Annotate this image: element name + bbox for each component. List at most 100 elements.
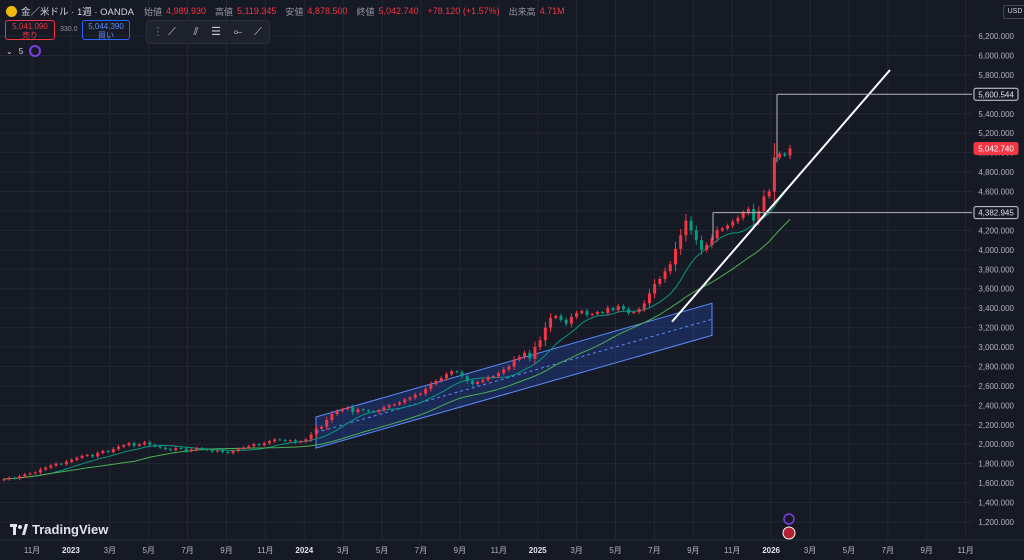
path-icon[interactable]: ⟋ [254, 26, 262, 38]
candle [288, 439, 292, 442]
candle [132, 441, 136, 448]
candle-body [621, 306, 625, 310]
candle [642, 300, 646, 313]
buy-label: 買い [98, 31, 114, 40]
candle-body [236, 449, 240, 452]
candle [335, 409, 339, 417]
candle-body [304, 439, 308, 442]
parallel-channel-icon[interactable]: ☰ [211, 26, 221, 38]
candle [772, 143, 776, 206]
buy-button[interactable]: 5,044.390 買い [82, 20, 130, 40]
candle-body [772, 157, 776, 192]
symbol-title[interactable]: 金／米ドル · 1週 · OANDA [21, 7, 134, 18]
candle-body [314, 428, 318, 435]
candle [460, 369, 464, 379]
candle [158, 444, 162, 450]
candle [85, 453, 89, 458]
candle-body [117, 446, 121, 450]
change-value: +78.120 (+1.57%) [427, 6, 500, 16]
event-marker-icon [783, 513, 795, 525]
candle-body [611, 308, 615, 311]
candle [299, 440, 303, 444]
candle-body [80, 455, 84, 458]
eye-icon[interactable] [29, 45, 42, 57]
candle [28, 472, 32, 476]
candle [143, 440, 147, 446]
candle-body [549, 317, 553, 328]
candle [351, 404, 355, 415]
x-tick-label: 11月 [257, 546, 273, 555]
indicator-count: 5 [18, 46, 24, 56]
x-tick-label: 7月 [882, 546, 894, 555]
candle [49, 464, 53, 470]
horizontal-ray-icon[interactable]: ⟜ [233, 26, 243, 38]
y-tick-label: 4,600.000 [978, 188, 1014, 197]
candle [148, 440, 152, 447]
y-tick-label: 5,800.000 [978, 71, 1014, 80]
candle-body [346, 407, 350, 410]
indicator-toggle[interactable]: ⌄ [6, 46, 13, 56]
currency-selector[interactable]: USD [1003, 5, 1024, 19]
candle [257, 443, 261, 447]
candle-body [2, 479, 6, 481]
drawing-toolbar: ⋮ ⟋ ⫽ ☰ ⟜ ⟋ [146, 20, 270, 44]
candle [429, 381, 433, 392]
close-label: 終値 [356, 6, 375, 17]
ray-icon[interactable]: ⫽ [193, 26, 199, 38]
candle [726, 223, 730, 231]
candle [679, 229, 683, 256]
candle-body [377, 410, 381, 413]
open-value: 4,989.930 [165, 6, 207, 16]
candle [70, 458, 74, 464]
candle-body [450, 371, 454, 375]
candle [418, 392, 422, 396]
candle [54, 462, 58, 468]
candle-body [64, 461, 68, 465]
candle [705, 242, 709, 253]
candle [221, 449, 225, 454]
candle [450, 369, 454, 377]
candle-body [12, 477, 16, 479]
y-tick-label: 1,200.000 [978, 518, 1014, 527]
candle-body [762, 196, 766, 211]
candle [736, 215, 740, 224]
drag-handle-icon[interactable]: ⋮ [152, 26, 164, 38]
trend-line-icon[interactable]: ⟋ [168, 26, 176, 38]
candle [601, 310, 605, 315]
candle [117, 444, 121, 451]
candle-body [434, 381, 438, 384]
candle [621, 304, 625, 312]
candle-body [148, 442, 152, 445]
brand-name: TradingView [32, 522, 109, 537]
candle-body [18, 476, 22, 479]
candle [330, 410, 334, 424]
candle [304, 437, 308, 443]
candle [273, 437, 277, 443]
candle-body [75, 457, 79, 460]
candle [549, 313, 553, 333]
candle [585, 308, 589, 318]
candle-body [351, 407, 355, 413]
candle-body [746, 209, 750, 213]
candle-body [49, 465, 53, 468]
channel-midline [315, 318, 713, 434]
candle [694, 225, 698, 245]
x-tick-label: 3月 [804, 546, 816, 555]
trend-line [671, 69, 891, 323]
sell-button[interactable]: 5,041.090 売り [5, 20, 55, 40]
candle [741, 210, 745, 221]
candle [637, 307, 641, 314]
x-tick-label: 3月 [570, 546, 582, 555]
candle-body [517, 356, 521, 360]
candle-body [231, 451, 235, 453]
y-tick-label: 6,200.000 [978, 32, 1014, 41]
candle [23, 472, 27, 478]
candle-body [413, 394, 417, 398]
candle-body [647, 293, 651, 304]
candle [569, 313, 573, 328]
candle-body [90, 454, 94, 457]
y-tick-label: 2,200.000 [978, 421, 1014, 430]
candle [377, 408, 381, 414]
indicator-row[interactable]: ⌄ 5 [6, 45, 42, 57]
